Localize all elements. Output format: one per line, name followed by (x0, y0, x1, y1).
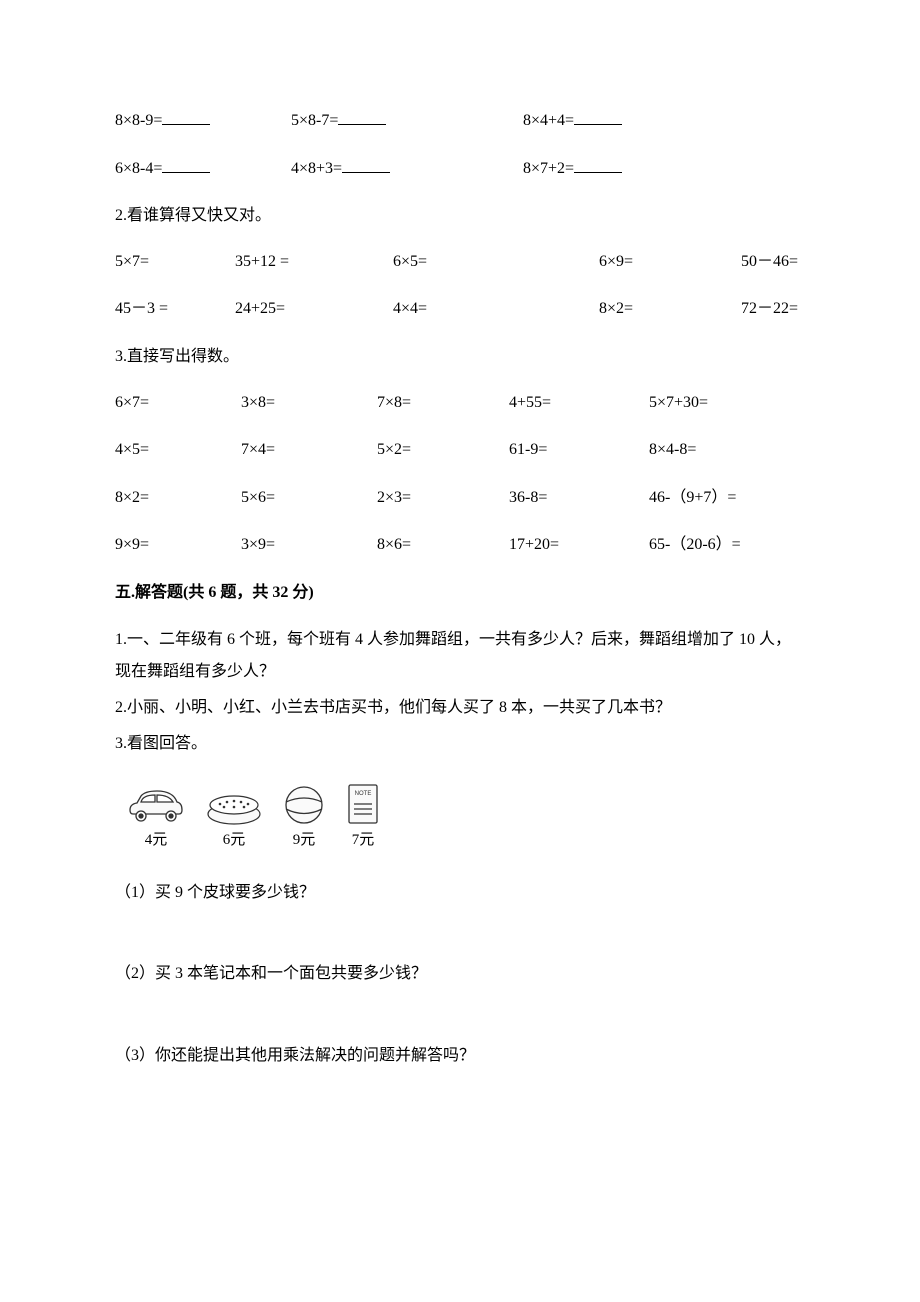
blank-line (574, 109, 622, 125)
sub-question-1: （1）买 9 个皮球要多少钱？ (115, 880, 805, 906)
eq-row: 4×5= 7×4= 5×2= 61-9= 8×4-8= (115, 437, 805, 463)
eq-cell: 6×7= (115, 390, 241, 416)
sub-heading-2: 2.看谁算得又快又对。 (115, 203, 805, 229)
eq-cell: 2×3= (377, 485, 509, 511)
eq-row: 8×2= 5×6= 2×3= 36-8= 46-（9+7）= (115, 485, 805, 511)
blank-line (338, 109, 386, 125)
figure-label: 4元 (145, 828, 168, 852)
eq-cell: 35+12 = (235, 249, 393, 275)
eq-cell: 8×6= (377, 532, 509, 558)
equation-block-5col: 5×7= 35+12 = 6×5= 6×9= 50－46= 45－3 = 24+… (115, 249, 805, 322)
equation-block-blanks: 8×8-9= 5×8-7= 8×4+4= 6×8-4= 4×8+3= 8×7+2… (115, 108, 805, 181)
figure-ball: 9元 (283, 784, 325, 852)
figure-car: 4元 (127, 788, 185, 852)
question-2: 2.小丽、小明、小红、小兰去书店买书，他们每人买了 8 本，一共买了几本书？ (115, 692, 805, 724)
sub-question-2: （2）买 3 本笔记本和一个面包共要多少钱？ (115, 961, 805, 987)
eq-cell: 65-（20-6）= (649, 532, 741, 558)
blank-line (342, 157, 390, 173)
ball-icon (283, 784, 325, 826)
eq-cell: 46-（9+7）= (649, 485, 736, 511)
equation-grid: 6×7= 3×8= 7×8= 4+55= 5×7+30= 4×5= 7×4= 5… (115, 390, 805, 558)
eq-cell: 4+55= (509, 390, 649, 416)
blank-line (162, 157, 210, 173)
eq-cell: 36-8= (509, 485, 649, 511)
eq-cell: 7×8= (377, 390, 509, 416)
eq-cell: 24+25= (235, 296, 393, 322)
eq-row: 6×8-4= 4×8+3= 8×7+2= (115, 156, 805, 182)
eq-row: 8×8-9= 5×8-7= 8×4+4= (115, 108, 805, 134)
eq-cell: 72－22= (741, 296, 798, 322)
eq-cell: 50－46= (741, 249, 798, 275)
question-1: 1.一、二年级有 6 个班，每个班有 4 人参加舞蹈组，一共有多少人？后来，舞蹈… (115, 624, 805, 688)
eq-cell: 6×5= (393, 249, 599, 275)
eq-row: 9×9= 3×9= 8×6= 17+20= 65-（20-6）= (115, 532, 805, 558)
sub-heading-3: 3.直接写出得数。 (115, 344, 805, 370)
eq-cell: 5×6= (241, 485, 377, 511)
eq-row: 6×7= 3×8= 7×8= 4+55= 5×7+30= (115, 390, 805, 416)
figure-row: 4元 6元 9元 (127, 782, 805, 852)
eq-cell: 8×4+4= (523, 108, 622, 134)
figure-notebook: NOTE 7元 (345, 782, 381, 852)
eq-cell: 5×7= (115, 249, 235, 275)
eq-cell: 6×8-4= (115, 156, 291, 182)
eq-text: 8×7+2= (523, 160, 574, 177)
eq-cell: 8×8-9= (115, 108, 291, 134)
bread-icon (205, 792, 263, 826)
eq-cell: 5×2= (377, 437, 509, 463)
figure-bread: 6元 (205, 792, 263, 852)
eq-cell: 6×9= (599, 249, 741, 275)
figure-label: 7元 (352, 828, 375, 852)
figure-label: 6元 (223, 828, 246, 852)
eq-cell: 61-9= (509, 437, 649, 463)
eq-cell: 5×8-7= (291, 108, 523, 134)
svg-text:NOTE: NOTE (355, 791, 372, 797)
eq-text: 4×8+3= (291, 160, 342, 177)
eq-cell: 7×4= (241, 437, 377, 463)
eq-cell: 5×7+30= (649, 390, 708, 416)
eq-row: 5×7= 35+12 = 6×5= 6×9= 50－46= (115, 249, 805, 275)
eq-cell: 17+20= (509, 532, 649, 558)
eq-cell: 8×2= (599, 296, 741, 322)
notebook-icon: NOTE (345, 782, 381, 826)
sub-question-3: （3）你还能提出其他用乘法解决的问题并解答吗？ (115, 1043, 805, 1069)
eq-cell: 45－3 = (115, 296, 235, 322)
eq-text: 6×8-4= (115, 160, 162, 177)
eq-cell: 3×8= (241, 390, 377, 416)
question-3: 3.看图回答。 (115, 728, 805, 760)
blank-line (574, 157, 622, 173)
eq-cell: 3×9= (241, 532, 377, 558)
eq-cell: 9×9= (115, 532, 241, 558)
figure-label: 9元 (293, 828, 316, 852)
eq-text: 5×8-7= (291, 112, 338, 129)
eq-cell: 8×4-8= (649, 437, 696, 463)
car-icon (127, 788, 185, 826)
eq-row: 45－3 = 24+25= 4×4= 8×2= 72－22= (115, 296, 805, 322)
eq-cell: 4×4= (393, 296, 599, 322)
eq-cell: 4×5= (115, 437, 241, 463)
eq-text: 8×4+4= (523, 112, 574, 129)
eq-cell: 4×8+3= (291, 156, 523, 182)
eq-cell: 8×2= (115, 485, 241, 511)
eq-text: 8×8-9= (115, 112, 162, 129)
section-5-heading: 五.解答题(共 6 题，共 32 分) (115, 580, 805, 606)
blank-line (162, 109, 210, 125)
eq-cell: 8×7+2= (523, 156, 622, 182)
